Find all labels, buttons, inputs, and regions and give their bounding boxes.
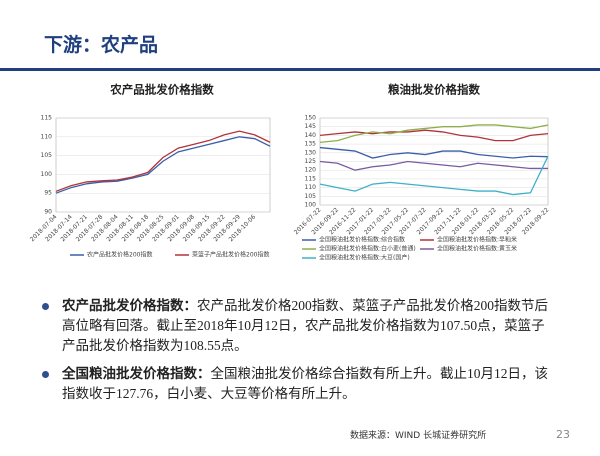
bullet-text: 农产品批发价格200指数、菜篮子产品批发价格200指数节后高位略有回落。截止至2… [62,298,548,353]
y-tick-label: 150 [305,115,317,122]
series-line [55,130,271,192]
legend-label: 菜篮子产品批发价格200指数 [192,251,269,259]
series-line [319,160,548,171]
series-line [319,155,549,196]
y-tick-label: 125 [305,158,317,165]
y-tick-label: 110 [41,133,53,140]
page-number: 23 [556,428,570,441]
bullet-lead: 全国粮油批发价格指数： [62,366,211,381]
y-tick-label: 100 [41,171,53,178]
source: 数据来源：WIND 长城证券研究所 [350,431,487,441]
y-tick-label: 95 [44,190,52,197]
y-tick-label: 115 [305,175,317,182]
charts: 农产品批发价格指数90951001051101152018-07-042018-… [29,83,551,262]
y-tick-label: 100 [305,202,317,209]
chart-title: 农产品批发价格指数 [109,83,214,97]
series-line [319,129,549,142]
bullet: 农产品批发价格指数：农产品批发价格200指数、菜篮子产品批发价格200指数节后高… [42,296,552,356]
bullet-lead: 农产品批发价格指数： [62,298,197,313]
legend-label: 全国粮油批发价格指数:黄玉米 [437,245,517,253]
legend-label: 全国粮油批发价格指数:白小麦(普通) [319,245,416,253]
y-tick-label: 105 [41,152,53,159]
y-tick-label: 110 [305,184,317,191]
legend-label: 全国粮油批发价格指数:大豆(国产) [319,254,410,262]
chart-title: 粮油批发价格指数 [388,83,480,97]
series-line [319,124,549,144]
y-tick-label: 140 [305,132,317,139]
series-line [319,146,549,159]
slide-title: 下游：农产品 [44,34,159,56]
y-tick-label: 115 [41,115,53,122]
legend-label: 全国粮油批发价格指数:早籼米 [437,236,517,244]
y-tick-label: 105 [305,193,317,200]
bullet-text: 全国粮油批发价格综合指数有所上升。截止10月12日，该指数收于127.76，白小… [62,366,548,401]
y-tick-label: 135 [305,141,317,148]
y-tick-label: 145 [305,123,317,130]
y-tick-label: 120 [305,167,317,174]
legend-label: 全国粮油批发价格指数:综合指数 [319,236,405,244]
series-line [55,136,271,194]
y-tick-label: 130 [305,149,317,156]
title-rule [0,68,600,71]
legend-label: 农产品批发价格200指数 [87,251,152,259]
y-tick-label: 90 [44,209,52,216]
bullet: 全国粮油批发价格指数：全国粮油批发价格综合指数有所上升。截止10月12日，该指数… [42,364,552,404]
